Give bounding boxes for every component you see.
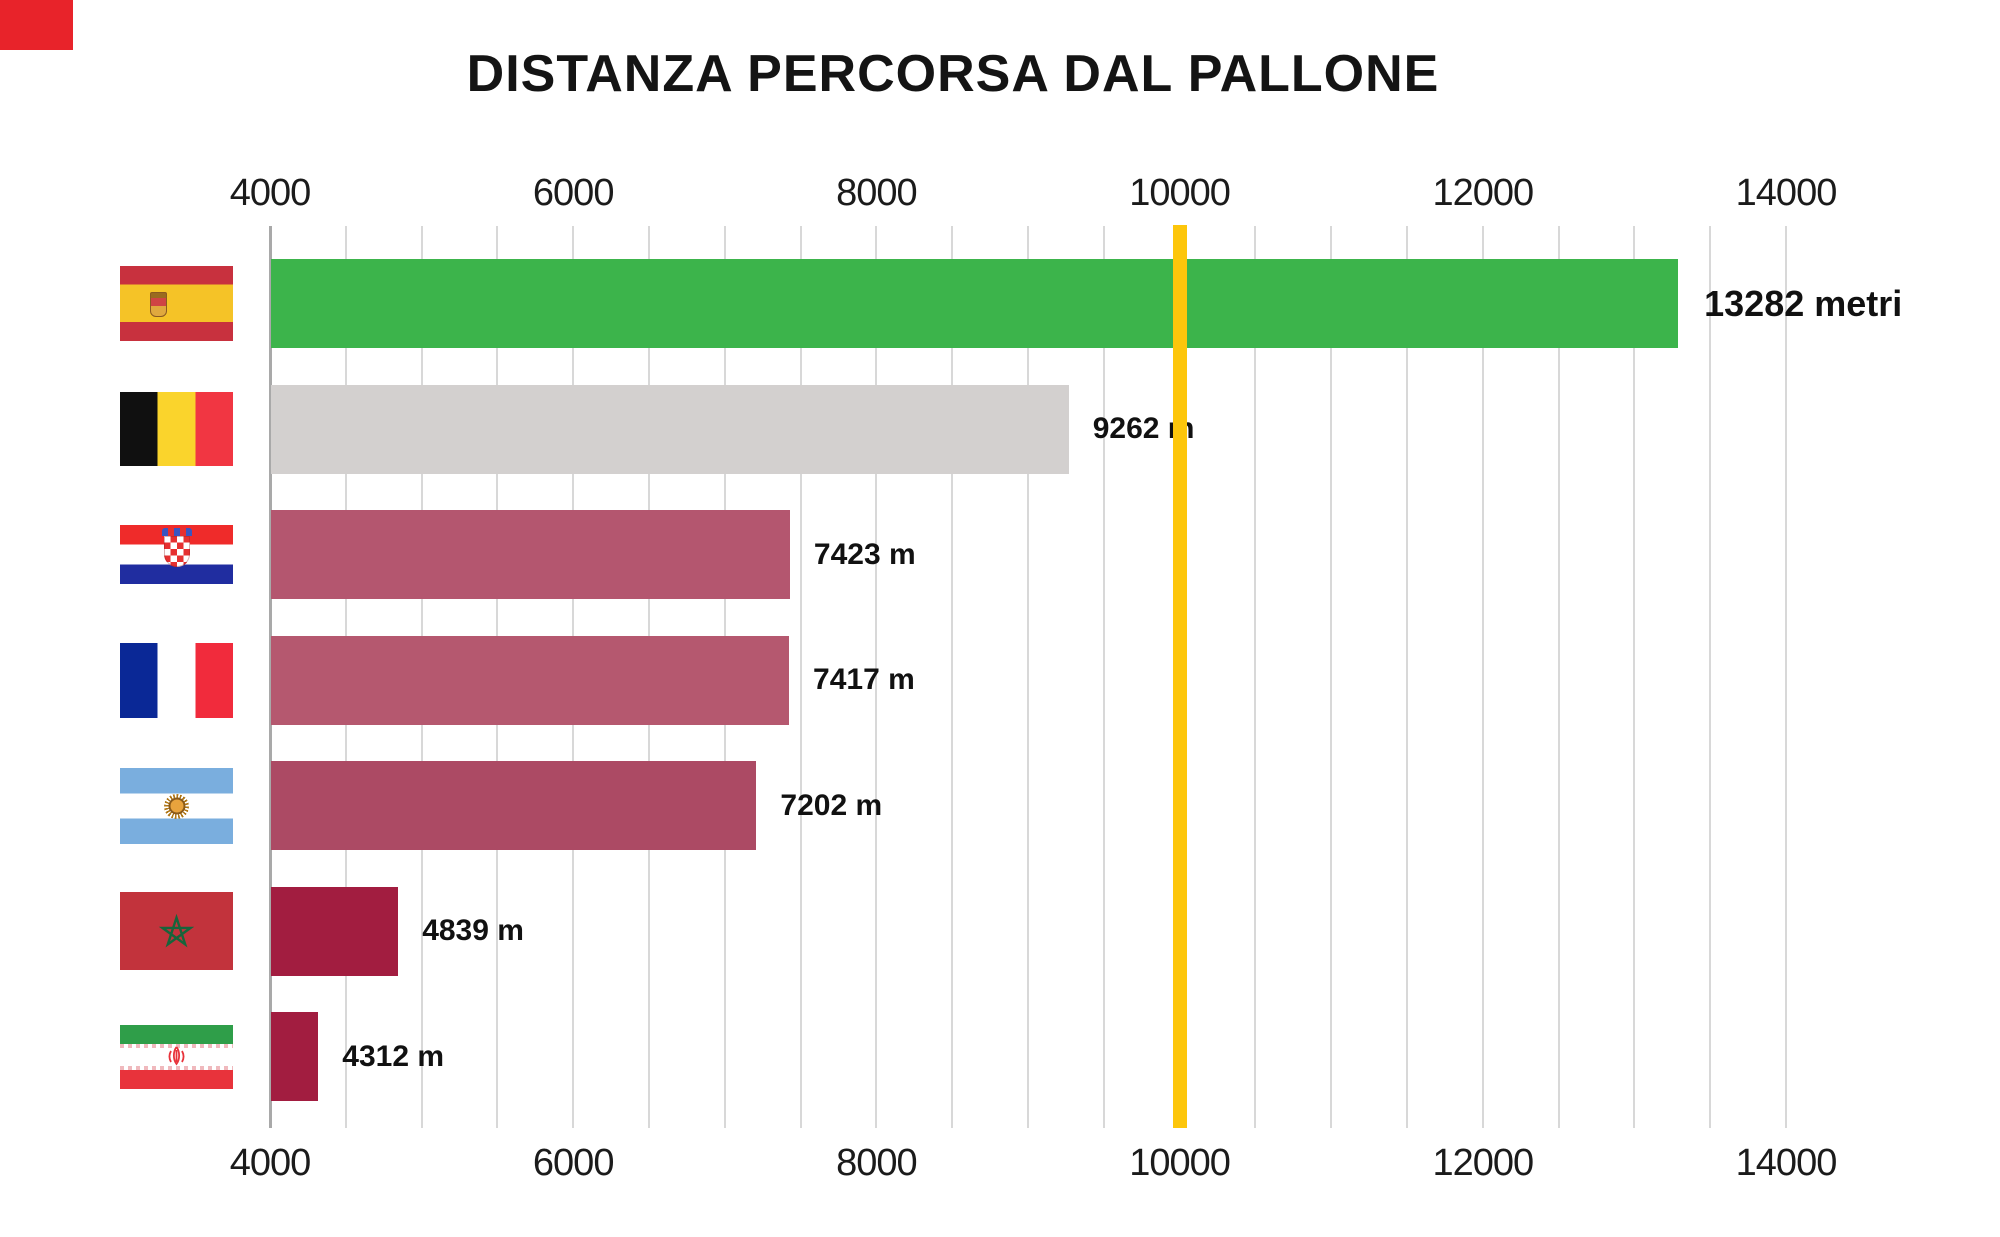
gridline-14000	[1785, 226, 1787, 1128]
gridline-9500	[1102, 226, 1105, 1128]
spain-crest-icon	[150, 292, 167, 317]
iran-takbir-band-icon	[120, 1065, 233, 1070]
value-label-spagna: 13282 metri	[1704, 282, 1903, 324]
axis-label-bottom-8000: 8000	[836, 1142, 918, 1184]
value-label-argentina: 7202 m	[780, 788, 883, 822]
iran-emblem-icon	[168, 1045, 185, 1065]
axis-label-bottom-12000: 12000	[1432, 1142, 1534, 1184]
flag-morocco	[120, 892, 233, 970]
flag-iran	[120, 1024, 233, 1089]
flag-france	[120, 642, 233, 718]
gridline-10500	[1254, 226, 1257, 1128]
croatia-checker-shield-icon	[163, 536, 190, 567]
gridline-4000	[268, 226, 272, 1128]
bar-croazia	[271, 510, 790, 599]
gridline-12000	[1481, 226, 1484, 1128]
flag-argentina	[120, 767, 233, 844]
gridline-7500	[799, 226, 802, 1128]
flag-spain	[120, 266, 233, 341]
gridline-13000	[1633, 226, 1636, 1128]
value-label-francia: 7417 m	[813, 663, 915, 696]
reference-line-10000	[1172, 225, 1187, 1128]
gridline-8000	[875, 226, 878, 1128]
bar-argentina	[271, 761, 757, 850]
axis-label-bottom-4000: 4000	[229, 1142, 312, 1184]
morocco-star-icon	[158, 913, 195, 948]
bar-belgio	[271, 384, 1069, 474]
value-label-croazia: 7423 m	[813, 537, 916, 571]
axis-label-top-10000: 10000	[1129, 172, 1231, 214]
bar-spagna	[271, 259, 1679, 348]
bar-iran	[271, 1012, 319, 1101]
gridline-12500	[1557, 226, 1560, 1128]
axis-label-top-14000: 14000	[1735, 172, 1838, 214]
gridline-8500	[951, 226, 954, 1128]
gridline-11500	[1406, 226, 1408, 1128]
axis-label-bottom-10000: 10000	[1129, 1142, 1231, 1184]
axis-label-bottom-14000: 14000	[1735, 1142, 1838, 1184]
axis-label-top-8000: 8000	[836, 172, 918, 214]
value-label-marocco: 4839 m	[422, 914, 524, 947]
argentina-sun-icon	[164, 793, 189, 819]
flag-croatia	[120, 525, 233, 584]
gridline-11000	[1330, 226, 1333, 1128]
axis-label-top-4000: 4000	[229, 172, 312, 214]
axis-label-bottom-6000: 6000	[532, 1142, 615, 1184]
bar-francia	[271, 635, 790, 725]
axis-label-top-6000: 6000	[532, 172, 615, 214]
gridline-13500	[1709, 226, 1712, 1128]
croatia-crown-icon	[161, 528, 192, 536]
chart-title: DISTANZA PERCORSA DAL PALLONE	[466, 45, 1440, 103]
value-label-iran: 4312 m	[342, 1039, 445, 1073]
bar-marocco	[271, 886, 399, 976]
gridline-9000	[1027, 226, 1029, 1128]
iran-takbir-band-icon	[120, 1043, 233, 1048]
axis-label-top-12000: 12000	[1432, 172, 1534, 214]
flag-belgium	[120, 392, 233, 466]
corner-marker	[0, 0, 73, 50]
